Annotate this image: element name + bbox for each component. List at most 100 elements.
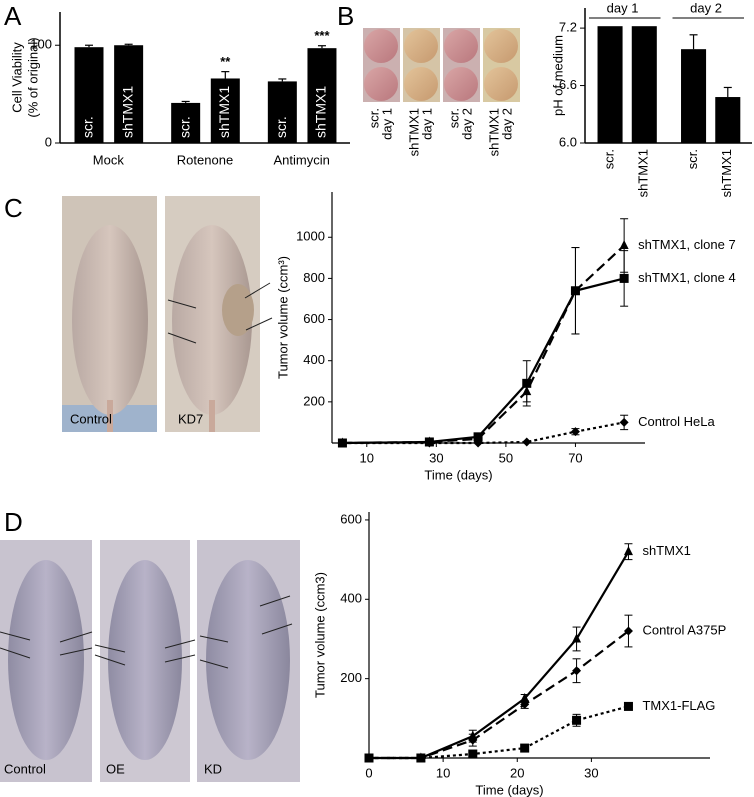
bar — [114, 45, 144, 143]
marker — [522, 437, 532, 447]
y-tick-label: 100 — [30, 37, 52, 52]
marker — [619, 417, 629, 427]
marker — [572, 715, 582, 725]
series-line — [369, 551, 630, 760]
bar-label: shTMX1 — [313, 86, 329, 138]
y-axis-label: pH of medium — [550, 35, 565, 116]
well-label: shTMX1 — [486, 108, 501, 156]
well — [484, 29, 518, 63]
category-label: Antimycin — [273, 152, 329, 167]
well-label: day 2 — [459, 108, 474, 140]
y-tick-label: 800 — [303, 270, 325, 285]
x-axis-label: Time (days) — [475, 782, 543, 797]
bar — [715, 97, 741, 143]
bar — [74, 47, 104, 143]
well — [444, 67, 478, 101]
x-tick-label: 30 — [584, 765, 598, 780]
photo-label: KD — [204, 761, 222, 776]
x-tick-label: 50 — [499, 450, 513, 465]
bar-label: scr. — [273, 116, 289, 138]
bar-label: scr. — [176, 116, 192, 138]
mouse — [72, 225, 148, 415]
y-tick-label: 400 — [340, 591, 362, 606]
significance: ** — [220, 54, 231, 69]
marker — [468, 749, 478, 759]
y-tick-label: 0 — [45, 134, 52, 149]
bar-label: scr. — [685, 149, 700, 169]
y-axis-label: Cell Viability — [9, 42, 24, 113]
tail — [209, 400, 215, 432]
y-tick-label: 600 — [340, 511, 362, 526]
bar-label: shTMX1 — [119, 86, 135, 138]
mouse — [108, 560, 182, 760]
panel-label: B — [337, 1, 354, 31]
series-line — [369, 630, 630, 760]
marker — [337, 438, 347, 448]
panel-label: A — [4, 1, 22, 31]
photos-c — [62, 196, 273, 432]
y-tick-label: 7.2 — [559, 20, 577, 35]
category-label: Mock — [93, 152, 125, 167]
bar — [171, 102, 201, 143]
bar — [307, 48, 337, 143]
photo-label: KD7 — [178, 411, 203, 426]
series-label: shTMX1, clone 4 — [638, 270, 736, 285]
well-label: shTMX1 — [406, 108, 421, 156]
category-label: day 2 — [690, 0, 722, 15]
marker — [619, 273, 629, 283]
mouse — [206, 560, 290, 760]
marker — [473, 438, 483, 448]
bar-label: shTMX1 — [719, 149, 734, 197]
bar-label: scr. — [601, 149, 616, 169]
bar — [631, 26, 657, 143]
series-label: Control A375P — [642, 622, 726, 637]
x-tick-label: 10 — [360, 450, 374, 465]
panel-label: D — [4, 507, 23, 537]
photo-label: Control — [4, 761, 46, 776]
marker — [473, 432, 483, 442]
bar — [210, 78, 240, 143]
marker — [619, 239, 629, 249]
y-tick-label: 600 — [303, 311, 325, 326]
marker — [520, 743, 530, 753]
y-axis-label: Tumor volume (ccm³) — [275, 256, 290, 379]
marker — [572, 666, 582, 676]
well-label: day 1 — [379, 108, 394, 140]
well — [444, 29, 478, 63]
series-label: shTMX1 — [642, 543, 690, 558]
y-tick-label: 200 — [303, 393, 325, 408]
well-label: day 1 — [419, 108, 434, 140]
photo-label: Control — [70, 411, 112, 426]
marker — [572, 633, 582, 643]
marker — [424, 438, 434, 448]
significance: *** — [314, 28, 330, 43]
well-label: scr. — [446, 108, 461, 128]
marker — [623, 701, 633, 711]
bar-label: shTMX1 — [216, 86, 232, 138]
y-axis-label: Tumor volume (ccm3) — [312, 572, 327, 698]
well-label: scr. — [366, 108, 381, 128]
y-tick-label: 1000 — [296, 229, 325, 244]
marker — [570, 427, 580, 437]
marker — [570, 286, 580, 296]
marker — [468, 735, 478, 745]
mouse — [8, 560, 84, 760]
series-line — [342, 244, 625, 445]
marker — [520, 699, 530, 709]
series-line — [342, 421, 625, 445]
bar — [597, 26, 623, 143]
marker — [416, 753, 426, 763]
marker — [522, 378, 532, 388]
category-label: day 1 — [607, 0, 639, 15]
x-tick-label: 30 — [429, 450, 443, 465]
photos-b — [363, 28, 520, 102]
bar-label: shTMX1 — [636, 149, 651, 197]
bar — [681, 49, 707, 143]
x-tick-label: 10 — [436, 765, 450, 780]
pointer-lines — [0, 595, 293, 669]
pointer-lines — [167, 282, 273, 344]
x-axis-label: Time (days) — [424, 467, 492, 482]
marker — [623, 626, 633, 636]
bar-label: scr. — [80, 116, 96, 138]
